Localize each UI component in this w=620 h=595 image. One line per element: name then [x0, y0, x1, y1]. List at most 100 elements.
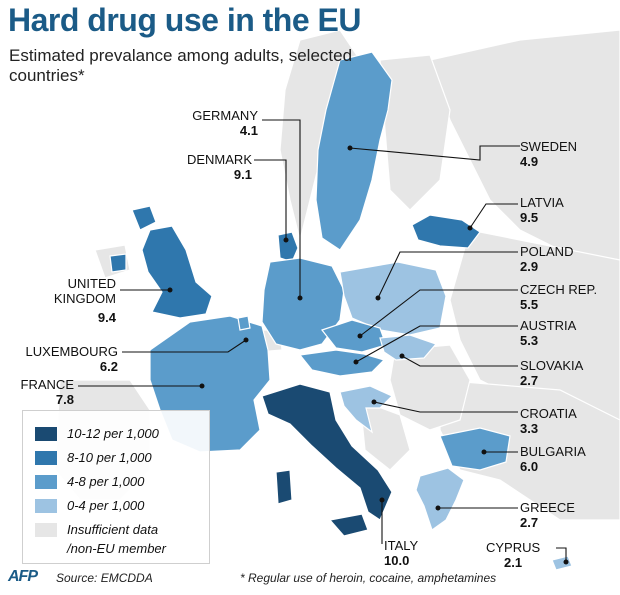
label-slovakia: SLOVAKIA 2.7: [520, 358, 583, 388]
legend-label: 10-12 per 1,000: [67, 426, 159, 441]
leader-sweden: [349, 145, 520, 161]
label-denmark-value: 9.1: [233, 167, 252, 182]
label-bulgaria-name: BULGARIA: [520, 444, 586, 459]
legend-label: 4-8 per 1,000: [67, 474, 145, 489]
country-greece[interactable]: [415, 467, 465, 531]
label-czech-value: 5.5: [520, 297, 539, 312]
country-sardinia: [275, 469, 293, 505]
source-text: Source: EMCDDA: [56, 571, 153, 585]
leader-dots: [167, 145, 569, 565]
label-sweden: SWEDEN 4.9: [520, 139, 577, 169]
label-poland-value: 2.9: [520, 259, 539, 274]
legend: 10-12 per 1,000 8-10 per 1,000 4-8 per 1…: [22, 410, 210, 564]
label-italy: ITALY 10.0: [384, 538, 418, 568]
label-luxembourg-name: LUXEMBOURG: [25, 344, 118, 359]
leader-slovakia: [401, 355, 518, 367]
label-germany-value: 4.1: [239, 123, 258, 138]
country-denmark[interactable]: [277, 231, 299, 263]
label-france-name: FRANCE: [20, 377, 74, 392]
legend-swatch: [35, 427, 57, 441]
leader-germany: [262, 119, 301, 298]
leader-poland: [377, 251, 518, 299]
footnote-text: * Regular use of heroin, cocaine, amphet…: [240, 571, 497, 585]
leader-latvia: [469, 203, 518, 229]
label-france-value: 7.8: [55, 392, 74, 407]
label-uk: UNITED KINGDOM 9.4: [20, 276, 116, 325]
label-italy-value: 10.0: [384, 553, 410, 568]
country-germany[interactable]: [261, 257, 345, 351]
country-cyprus[interactable]: [551, 555, 573, 571]
legend-swatch: [35, 523, 57, 537]
leader-lines: [78, 119, 567, 562]
label-greece-value: 2.7: [520, 515, 539, 530]
country-latvia[interactable]: [411, 214, 481, 249]
legend-label-line1: Insufficient data: [67, 522, 159, 537]
russia-north-land: [429, 29, 620, 261]
label-greece: GREECE 2.7: [520, 500, 575, 530]
label-slovakia-value: 2.7: [520, 373, 539, 388]
label-austria: AUSTRIA 5.3: [520, 318, 576, 348]
label-uk-name-line1: UNITED: [67, 276, 116, 291]
country-sicily: [328, 513, 369, 537]
label-poland-name: POLAND: [520, 244, 574, 259]
label-france: FRANCE 7.8: [6, 377, 74, 407]
label-uk-value: 9.4: [97, 310, 116, 325]
leader-austria: [355, 325, 518, 363]
leader-croatia: [373, 401, 518, 413]
legend-swatch: [35, 499, 57, 513]
page-title: Hard drug use in the EU: [8, 2, 361, 38]
legend-label: 0-4 per 1,000: [67, 498, 145, 513]
country-luxembourg[interactable]: [237, 315, 251, 331]
label-bulgaria-value: 6.0: [520, 459, 539, 474]
balkans-land: [359, 399, 411, 471]
label-cyprus: CYPRUS 2.1: [486, 540, 540, 570]
country-northern-ireland: [109, 253, 127, 273]
label-slovakia-name: SLOVAKIA: [520, 358, 584, 373]
country-croatia[interactable]: [339, 385, 394, 434]
label-germany-name: GERMANY: [192, 108, 258, 123]
finland-land: [379, 54, 451, 211]
label-czech-name: CZECH REP.: [520, 282, 598, 297]
leader-czech: [359, 289, 518, 337]
label-austria-name: AUSTRIA: [520, 318, 577, 333]
legend-swatch: [35, 475, 57, 489]
legend-label: 8-10 per 1,000: [67, 450, 152, 465]
label-luxembourg-value: 6.2: [99, 359, 118, 374]
legend-swatch: [35, 451, 57, 465]
label-italy-name: ITALY: [384, 538, 419, 553]
label-latvia-value: 9.5: [520, 210, 539, 225]
label-greece-name: GREECE: [520, 500, 575, 515]
page-subtitle: Estimated prevalance among adults, selec…: [9, 46, 353, 85]
leader-cyprus: [556, 547, 567, 562]
label-austria-value: 5.3: [520, 333, 539, 348]
label-cyprus-value: 2.1: [504, 555, 523, 570]
afp-logo: AFP: [8, 568, 38, 585]
country-italy[interactable]: [261, 383, 393, 521]
country-poland[interactable]: [339, 261, 447, 336]
country-austria[interactable]: [298, 349, 386, 377]
label-germany: GERMANY 4.1: [176, 108, 258, 138]
country-sweden[interactable]: [315, 51, 393, 251]
label-cyprus-name: CYPRUS: [486, 540, 541, 555]
leader-denmark: [254, 159, 287, 240]
label-croatia-name: CROATIA: [520, 406, 577, 421]
country-bulgaria[interactable]: [439, 427, 511, 471]
label-czech: CZECH REP. 5.5: [520, 282, 597, 312]
label-sweden-value: 4.9: [520, 154, 539, 169]
label-luxembourg: LUXEMBOURG 6.2: [6, 344, 118, 374]
countries: [109, 51, 573, 571]
country-uk-scotland-isles: [131, 205, 157, 231]
label-denmark-name: DENMARK: [186, 152, 252, 167]
label-latvia-name: LATVIA: [520, 195, 564, 210]
label-poland: POLAND 2.9: [520, 244, 573, 274]
label-denmark: DENMARK 9.1: [170, 152, 252, 182]
country-uk[interactable]: [141, 225, 213, 319]
label-bulgaria: BULGARIA 6.0: [520, 444, 586, 474]
label-sweden-name: SWEDEN: [520, 139, 578, 154]
label-latvia: LATVIA 9.5: [520, 195, 564, 225]
legend-label-line2: /non-EU member: [67, 541, 166, 556]
label-uk-name-line2: KINGDOM: [53, 291, 116, 306]
leader-luxembourg: [122, 339, 247, 353]
label-croatia-value: 3.3: [520, 421, 539, 436]
